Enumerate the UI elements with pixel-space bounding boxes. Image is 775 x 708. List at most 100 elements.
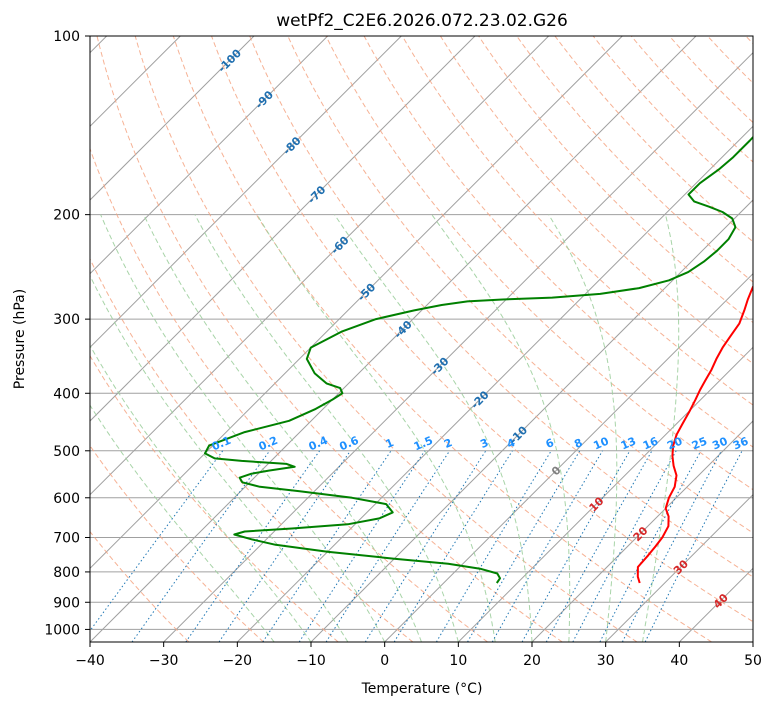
moist-adiabat xyxy=(194,214,459,642)
x-tick-label: 0 xyxy=(380,653,389,669)
dry-adiabat xyxy=(90,257,414,642)
x-tick-label: −30 xyxy=(149,653,179,669)
y-axis: 100 200 300 400 500 600 700 800 900 1000 xyxy=(44,29,90,638)
y-tick-label: 900 xyxy=(53,595,80,611)
isotherm-line xyxy=(384,272,753,642)
moist-adiabat xyxy=(100,214,386,642)
dewpoint-profile xyxy=(204,135,753,584)
moist-adiabat xyxy=(90,344,312,642)
mixing-ratio-line xyxy=(545,450,653,642)
mixing-ratio-label: 10 xyxy=(592,434,611,452)
y-tick-label: 200 xyxy=(53,208,80,224)
y-tick-label: 400 xyxy=(53,386,80,402)
isotherm-line xyxy=(457,346,753,642)
y-tick-label: 100 xyxy=(53,29,80,45)
x-tick-label: 50 xyxy=(744,653,762,669)
mixing-ratio-label: 20 xyxy=(665,434,684,452)
y-tick-label: 1000 xyxy=(44,622,80,638)
isotherm-label: 10 xyxy=(587,494,607,514)
dry-adiabat xyxy=(401,36,753,406)
dry-adiabat xyxy=(325,36,753,491)
mixing-ratio-label: 16 xyxy=(641,434,660,452)
y-tick-label: 600 xyxy=(53,491,80,507)
mixing-ratio-line xyxy=(185,450,321,642)
dry-adiabat xyxy=(96,36,563,642)
isotherm-line xyxy=(605,493,753,642)
isotherm-line xyxy=(678,567,753,642)
isotherm-label: -50 xyxy=(355,281,378,304)
dry-adiabat xyxy=(439,36,753,365)
mixing-ratio-label: 25 xyxy=(690,435,709,453)
mixing-ratio-line xyxy=(90,450,224,632)
moist-adiabat xyxy=(256,214,496,642)
x-tick-label: 30 xyxy=(597,653,615,669)
dry-adiabat xyxy=(554,36,753,243)
x-axis: −40 −30 −20 −10 0 10 20 30 40 50 xyxy=(75,642,762,669)
y-tick-label: 700 xyxy=(53,531,80,547)
dry-adiabat xyxy=(669,36,753,124)
isotherm-line xyxy=(90,36,623,570)
temperature-profile xyxy=(636,284,753,584)
mixing-ratio-line xyxy=(364,450,487,642)
x-axis-label: Temperature (°C) xyxy=(361,681,483,697)
mixing-ratio-line xyxy=(467,450,581,642)
mixing-ratio-label: 1 xyxy=(384,436,396,451)
mixing-ratio-line xyxy=(599,450,702,642)
isotherm-label: -40 xyxy=(392,318,415,341)
isotherm-line xyxy=(90,36,402,349)
isotherm-line xyxy=(236,125,753,642)
mixing-ratio-line xyxy=(521,450,631,642)
chart-title: wetPf2_C2E6.2026.072.23.02.G26 xyxy=(276,11,568,31)
dry-adiabat xyxy=(172,36,712,642)
moist-adiabat xyxy=(334,214,533,642)
dry-adiabat xyxy=(249,36,753,578)
x-tick-label: 10 xyxy=(449,653,467,669)
dry-adiabat xyxy=(478,36,753,324)
background-grid xyxy=(90,36,753,642)
mixing-ratio-line xyxy=(325,450,451,642)
y-tick-label: 800 xyxy=(53,565,80,581)
mixing-ratio-line xyxy=(572,450,677,642)
isotherm-line xyxy=(752,641,753,642)
dry-adiabat xyxy=(592,36,753,203)
mixing-ratio-label: 2 xyxy=(442,436,454,451)
isotherm-label: -70 xyxy=(305,183,328,206)
y-axis-label: Pressure (hPa) xyxy=(12,289,28,389)
dry-adiabat xyxy=(90,444,264,642)
mixing-ratio-line xyxy=(621,450,722,642)
dry-adiabat xyxy=(90,354,339,642)
isotherm-line xyxy=(90,36,255,201)
y-tick-label: 500 xyxy=(53,444,80,460)
plot-frame xyxy=(89,35,754,643)
isotherm-label: 40 xyxy=(711,591,731,611)
y-tick-label: 300 xyxy=(53,312,80,328)
moist-adiabat xyxy=(143,214,422,642)
dry-adiabat xyxy=(90,530,190,642)
x-tick-label: −10 xyxy=(296,653,326,669)
dry-adiabat xyxy=(745,36,753,45)
isotherm-label: -20 xyxy=(468,388,491,411)
dry-adiabat xyxy=(707,36,753,84)
isotherm-line xyxy=(90,36,476,422)
dry-adiabat xyxy=(363,36,753,448)
dry-adiabat xyxy=(211,36,753,623)
moist-adiabat xyxy=(548,214,618,642)
x-tick-label: −20 xyxy=(223,653,253,669)
dry-adiabat xyxy=(287,36,753,534)
sounding-profiles xyxy=(204,135,753,584)
isotherm-line xyxy=(310,199,753,642)
isotherm-line xyxy=(531,420,753,642)
isotherm-line xyxy=(90,36,329,275)
mixing-ratio-line xyxy=(435,450,552,642)
isotherm-line xyxy=(90,36,550,496)
isotherm-label: -60 xyxy=(328,234,351,257)
x-tick-label: 20 xyxy=(523,653,541,669)
line-labels: 0.1 0.2 0.4 0.6 1 1.5 2 3 4 6 8 10 13 16 20 25 30 36-100-… xyxy=(210,46,751,611)
x-tick-label: −40 xyxy=(75,653,105,669)
mixing-ratio-label: 30 xyxy=(710,434,729,452)
moist-adiabat xyxy=(90,404,275,642)
mixing-ratio-line xyxy=(491,450,603,642)
isotherm-line xyxy=(90,36,697,642)
dry-adiabat xyxy=(90,147,488,642)
mixing-ratio-line xyxy=(393,450,513,642)
